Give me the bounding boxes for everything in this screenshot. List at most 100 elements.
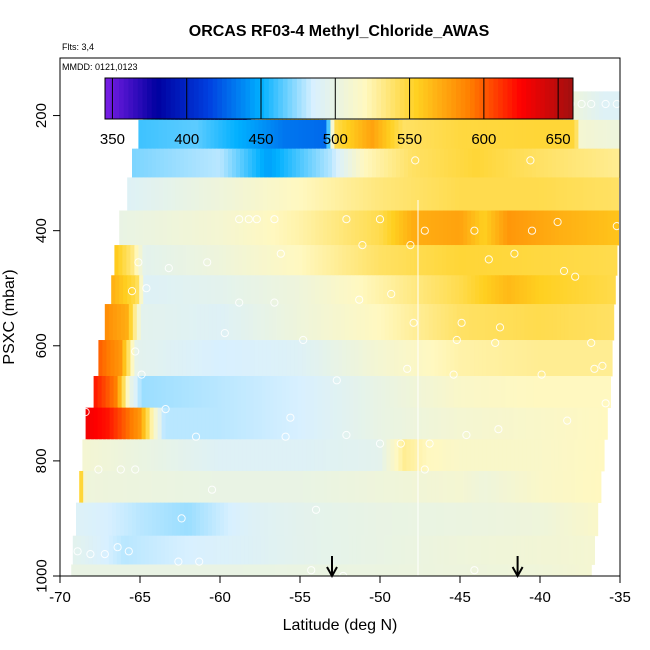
heatmap-cell	[572, 148, 577, 178]
colorbar-cell	[329, 78, 335, 119]
heatmap-cell	[84, 535, 90, 565]
heatmap-cell	[182, 340, 187, 377]
heatmap-cell	[520, 502, 525, 537]
heatmap-cell	[505, 375, 511, 409]
heatmap-cell	[211, 177, 216, 211]
heatmap-cell	[173, 407, 179, 440]
heatmap-cell	[93, 407, 99, 440]
heatmap-cell	[187, 470, 192, 504]
heatmap-cell	[184, 535, 190, 565]
heatmap-cell	[206, 119, 211, 150]
heatmap-cell	[346, 439, 351, 472]
heatmap-cell	[144, 535, 150, 565]
heatmap-cell	[326, 340, 331, 377]
heatmap-cell	[441, 375, 447, 409]
heatmap-cell	[323, 177, 328, 211]
heatmap-cell	[371, 564, 376, 576]
heatmap-cell	[495, 275, 500, 305]
heatmap-cell	[330, 439, 335, 472]
heatmap-cell	[587, 91, 592, 121]
colorbar-cell	[114, 78, 120, 119]
heatmap-cell	[154, 245, 159, 276]
heatmap-cell	[463, 210, 468, 246]
heatmap-cell	[196, 304, 202, 341]
heatmap-cell	[531, 177, 536, 211]
heatmap-cell	[170, 245, 175, 276]
heatmap-cell	[406, 245, 411, 276]
heatmap-cell	[557, 375, 563, 409]
colorbar-cell	[353, 78, 359, 119]
heatmap-cell	[361, 407, 367, 440]
heatmap-cell	[391, 470, 396, 504]
heatmap-cell	[573, 375, 579, 409]
heatmap-cell	[247, 470, 252, 504]
heatmap-cell	[236, 148, 241, 178]
sample-point	[342, 430, 351, 440]
heatmap-cell	[551, 470, 556, 504]
heatmap-cell	[459, 275, 464, 305]
heatmap-cell	[503, 177, 508, 211]
sample-point	[494, 425, 503, 434]
heatmap-cell	[194, 340, 199, 377]
heatmap-cell	[215, 470, 220, 504]
heatmap-cell	[163, 210, 168, 246]
heatmap-cell	[479, 210, 484, 246]
sample-point	[195, 557, 204, 566]
colorbar-cells	[105, 78, 574, 119]
heatmap-cell	[512, 535, 518, 565]
heatmap-cell	[251, 275, 256, 305]
heatmap-cell	[112, 502, 117, 537]
heatmap-cell	[539, 275, 544, 305]
heatmap-cell	[506, 340, 511, 377]
heatmap-cell	[372, 535, 378, 565]
heatmap-cell	[187, 177, 192, 211]
heatmap-cell	[370, 119, 375, 150]
heatmap-cell	[211, 470, 216, 504]
heatmap-cell	[536, 304, 542, 341]
heatmap-cell	[210, 119, 215, 150]
colorbar-cell	[151, 78, 157, 119]
heatmap-cell	[267, 177, 272, 211]
heatmap-cell	[518, 119, 523, 150]
heatmap-cell	[544, 304, 550, 341]
heatmap-cell	[417, 407, 423, 440]
sample-point	[276, 249, 285, 258]
heatmap-cell	[603, 210, 608, 246]
heatmap-cell	[370, 340, 375, 377]
heatmap-cell	[524, 304, 530, 341]
heatmap-cell	[314, 340, 319, 377]
heatmap-cell	[219, 275, 224, 305]
heatmap-cell	[236, 304, 242, 341]
heatmap-cell	[167, 564, 172, 576]
heatmap-cell	[322, 340, 327, 377]
heatmap-cell	[140, 304, 146, 341]
heatmap-cell	[559, 210, 564, 246]
heatmap-cell	[176, 148, 181, 178]
heatmap-cell	[448, 535, 454, 565]
heatmap-cell	[575, 275, 580, 305]
heatmap-cell	[591, 177, 596, 211]
heatmap-cell	[312, 304, 318, 341]
heatmap-cell	[371, 470, 376, 504]
heatmap-cell	[179, 470, 184, 504]
heatmap-cell	[548, 502, 553, 537]
heatmap-cell	[551, 177, 556, 211]
heatmap-cell	[350, 119, 355, 150]
heatmap-cell	[618, 119, 620, 150]
heatmap-cell	[445, 375, 451, 409]
heatmap-cell	[437, 375, 443, 409]
heatmap-cell	[597, 375, 603, 409]
heatmap-cell	[399, 564, 404, 576]
heatmap-cell	[543, 275, 548, 305]
heatmap-cell	[490, 439, 495, 472]
heatmap-cell	[393, 407, 399, 440]
heatmap-cell	[502, 119, 507, 150]
heatmap-cell	[483, 177, 488, 211]
heatmap-cell	[385, 375, 391, 409]
heatmap-cell	[440, 148, 445, 178]
heatmap-cell	[381, 407, 387, 440]
heatmap-cell	[407, 470, 412, 504]
heatmap-cell	[208, 502, 213, 537]
heatmap-cell	[212, 148, 217, 178]
heatmap-cell	[592, 502, 597, 537]
